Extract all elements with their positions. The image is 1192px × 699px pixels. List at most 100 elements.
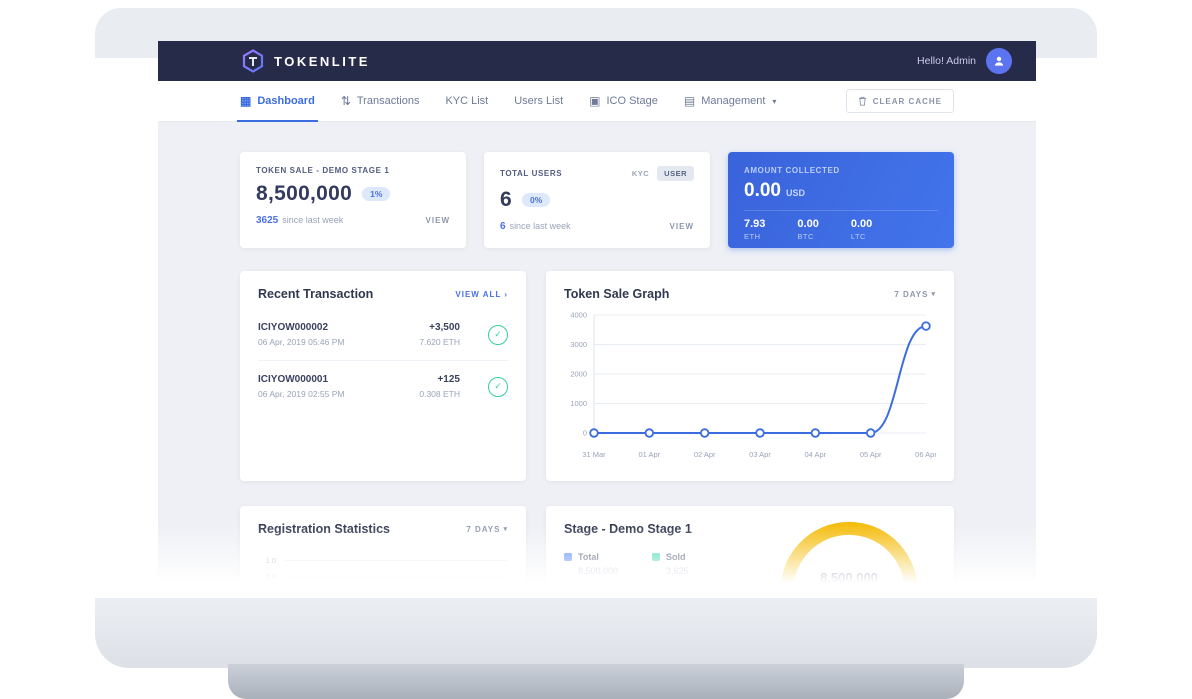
total-users-caption: since last week — [509, 221, 571, 231]
transactions-list: ICIYOW000002 06 Apr, 2019 05:46 PM +3,50… — [258, 309, 508, 412]
tx-amounts: +3,500 7.620 ETH — [419, 322, 460, 347]
ltc-value: 0.00 — [850, 218, 873, 230]
transactions-icon: ⇅ — [340, 94, 351, 108]
stage-gauge-chart: 8,500,000 TLE — [780, 521, 918, 598]
svg-text:2000: 2000 — [570, 370, 587, 379]
chevron-down-icon: ▾ — [772, 96, 777, 106]
amount-collected-value: 0.00 — [744, 180, 781, 201]
token-sale-view-link[interactable]: VIEW — [425, 216, 450, 225]
brand[interactable]: TOKENLITE — [240, 48, 370, 74]
svg-text:4000: 4000 — [570, 311, 587, 320]
main-nav: ▦ Dashboard ⇅ Transactions KYC List User… — [158, 81, 1036, 122]
nav-label-management: Management — [701, 95, 766, 107]
nav-item-ico-stage[interactable]: ▣ ICO Stage — [589, 81, 658, 121]
token-sale-graph-card: Token Sale Graph 7 DAYS ▾ 0 1000 2000 3000 4… — [546, 271, 954, 481]
svg-text:04 Apr: 04 Apr — [804, 450, 826, 459]
tx-info: ICIYOW000002 06 Apr, 2019 05:46 PM — [258, 322, 344, 347]
user-avatar[interactable] — [986, 48, 1012, 74]
nav-label-dashboard: Dashboard — [257, 95, 315, 107]
stage-legend: Total 8,500,000 Sold 3,625 — [564, 552, 794, 598]
svg-text:1000: 1000 — [570, 399, 587, 408]
laptop-base — [95, 598, 1097, 668]
view-all-link[interactable]: VIEW ALL › — [455, 290, 508, 299]
legend-item-total: Total 8,500,000 — [564, 552, 652, 576]
check-circle-icon: ✓ — [488, 324, 508, 345]
gauge-unit: TLE — [839, 590, 859, 598]
registration-statistics-title: Registration Statistics — [258, 522, 390, 536]
tx-eth: 7.620 ETH — [419, 337, 460, 347]
tx-id: ICIYOW000002 — [258, 322, 329, 333]
legend-label: Unsold — [666, 588, 697, 598]
token-sale-caption: since last week — [282, 215, 344, 225]
app-header: TOKENLITE Hello! Admin — [158, 41, 1036, 81]
nav-item-transactions[interactable]: ⇅ Transactions — [341, 81, 420, 121]
legend-item-sale-pct: Sale % — [564, 588, 652, 598]
tx-eth: 0.308 ETH — [419, 389, 460, 399]
bottom-row: Registration Statistics 7 DAYS ▾ 1.0 0.8 0… — [240, 506, 954, 598]
breakdown-ltc: 0.00 LTC — [851, 218, 872, 241]
toggle-kyc[interactable]: KYC — [631, 169, 650, 178]
user-greeting: Hello! Admin — [917, 55, 976, 67]
clear-cache-button[interactable]: CLEAR CACHE — [845, 89, 954, 113]
dashboard-icon: ▦ — [240, 94, 252, 108]
brand-name: TOKENLITE — [274, 53, 370, 69]
btc-value: 0.00 — [797, 218, 819, 230]
transaction-row[interactable]: ICIYOW000002 06 Apr, 2019 05:46 PM +3,50… — [258, 309, 508, 360]
total-users-view-link[interactable]: VIEW — [669, 222, 694, 231]
stage-gauge: 8,500,000 TLE — [774, 510, 924, 598]
tx-amount: +3,500 — [429, 322, 460, 333]
registration-chart: 1.0 0.8 0.6 — [258, 552, 508, 598]
amount-breakdown: 7.93 ETH 0.00 BTC 0.00 LTC — [744, 210, 938, 241]
range-label: 7 DAYS — [894, 289, 929, 299]
token-sale-line-chart: 0 1000 2000 3000 4000 31 Mar 01 Apr 02 Apr 03 Ap… — [570, 311, 936, 460]
nav-item-management[interactable]: ▤ Management ▾ — [684, 81, 777, 121]
ico-stage-icon: ▣ — [589, 94, 601, 108]
user-icon — [994, 56, 1004, 66]
stats-row: TOKEN SALE - DEMO STAGE 1 8,500,000 1% 3… — [240, 152, 954, 248]
eth-value: 7.93 — [744, 218, 766, 230]
transaction-row[interactable]: ICIYOW000001 06 Apr, 2019 02:55 PM +125 … — [258, 360, 508, 412]
ltc-unit: LTC — [850, 232, 866, 241]
tx-info: ICIYOW000001 06 Apr, 2019 02:55 PM — [258, 374, 344, 399]
legend-dot — [564, 589, 572, 597]
recent-transactions-title: Recent Transaction — [258, 287, 374, 301]
registration-statistics-card: Registration Statistics 7 DAYS ▾ 1.0 0.8 0… — [240, 506, 526, 598]
check-circle-icon: ✓ — [488, 376, 508, 397]
tx-id: ICIYOW000001 — [258, 374, 329, 385]
svg-text:03 Apr: 03 Apr — [749, 450, 771, 459]
graph-range-dropdown[interactable]: 7 DAYS ▾ — [894, 290, 936, 299]
total-users-delta: 6 — [500, 221, 506, 232]
reg-range-dropdown[interactable]: 7 DAYS ▾ — [466, 525, 508, 534]
amount-collected-currency: USD — [785, 188, 805, 198]
nav-label-ico-stage: ICO Stage — [606, 95, 658, 107]
token-sale-card: TOKEN SALE - DEMO STAGE 1 8,500,000 1% 3… — [240, 152, 466, 248]
chevron-down-icon: ▾ — [931, 291, 936, 298]
tx-date: 06 Apr, 2019 05:46 PM — [258, 337, 345, 347]
nav-item-dashboard[interactable]: ▦ Dashboard — [237, 81, 318, 122]
recent-transactions-card: Recent Transaction VIEW ALL › ICIYOW0000… — [240, 271, 526, 481]
svg-text:05 Apr: 05 Apr — [860, 450, 882, 459]
nav-item-users-list[interactable]: Users List — [514, 81, 563, 121]
arrow-right-icon: › — [504, 289, 508, 299]
stage-card: Stage - Demo Stage 1 Total 8,500,000 — [546, 506, 954, 598]
total-users-title: TOTAL USERS — [500, 169, 563, 178]
svg-text:3000: 3000 — [570, 340, 587, 349]
legend-item-sold: Sold 3,625 — [652, 552, 782, 576]
legend-dot — [652, 589, 660, 597]
toggle-user[interactable]: USER — [657, 166, 694, 181]
tx-amount: +125 — [437, 374, 460, 385]
legend-label: Sale % — [578, 588, 608, 598]
legend-dot — [652, 553, 660, 561]
app-screen: TOKENLITE Hello! Admin ▦ Dashboard ⇅ Tra… — [158, 41, 1036, 598]
svg-text:06 Apr: 06 Apr — [915, 450, 936, 459]
clear-cache-label: CLEAR CACHE — [872, 96, 942, 106]
nav-label-users-list: Users List — [514, 95, 564, 107]
total-users-card: TOTAL USERS KYC USER 6 0% 6 since last w… — [484, 152, 710, 248]
total-users-badge: 0% — [521, 193, 551, 207]
token-sale-delta: 3625 — [256, 215, 279, 226]
chevron-down-icon: ▾ — [503, 526, 508, 533]
nav-item-kyc-list[interactable]: KYC List — [445, 81, 488, 121]
total-users-value: 6 — [500, 188, 512, 211]
legend-item-unsold: Unsold — [652, 588, 782, 598]
reg-gridline-row: 1.0 — [258, 552, 508, 568]
